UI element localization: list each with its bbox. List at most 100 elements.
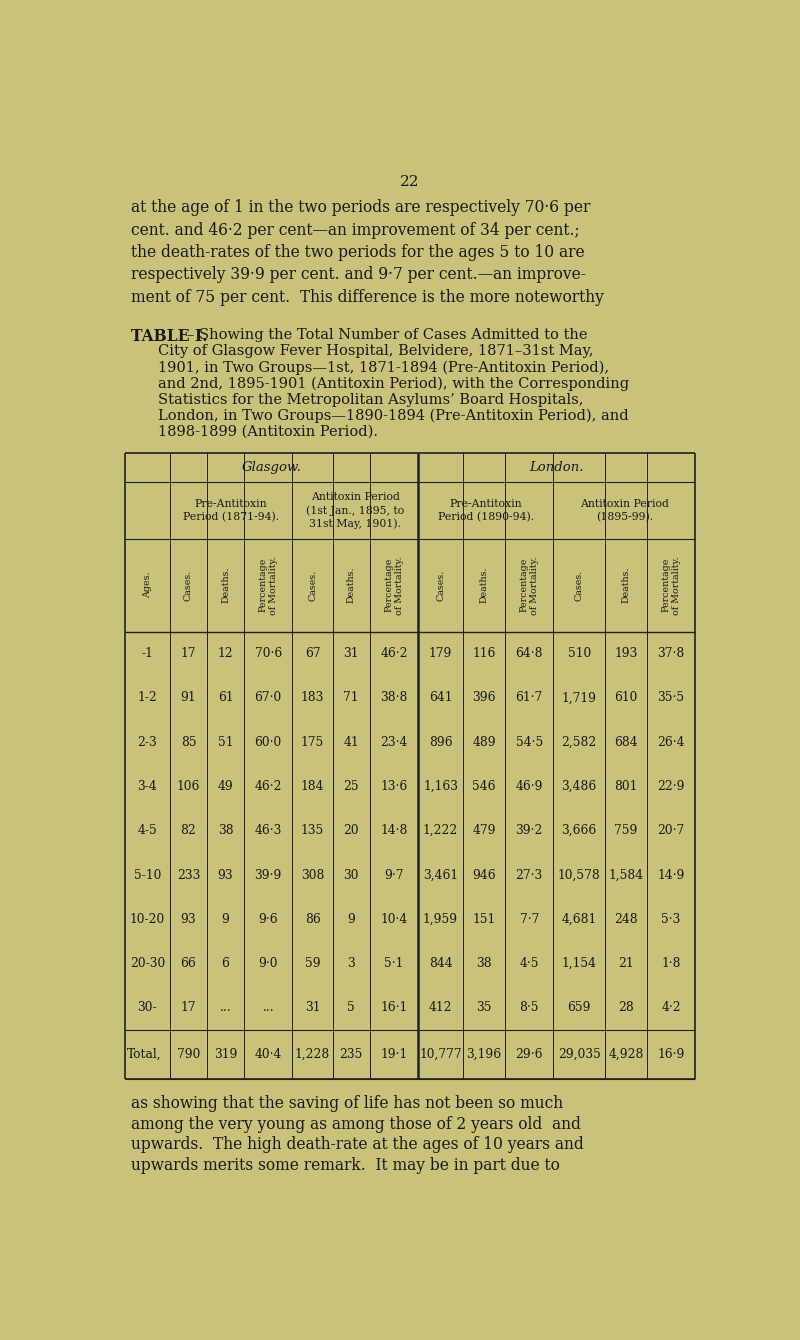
Text: 30-: 30- — [138, 1001, 157, 1014]
Text: 39·2: 39·2 — [515, 824, 543, 838]
Text: 30: 30 — [343, 868, 359, 882]
Text: 10-20: 10-20 — [130, 913, 165, 926]
Text: 151: 151 — [473, 913, 496, 926]
Text: 1,228: 1,228 — [295, 1048, 330, 1061]
Text: 116: 116 — [473, 647, 496, 661]
Text: Total,: Total, — [127, 1048, 162, 1061]
Text: Cases.: Cases. — [436, 570, 445, 600]
Text: 46·3: 46·3 — [254, 824, 282, 838]
Text: 1·8: 1·8 — [662, 957, 681, 970]
Text: 16·1: 16·1 — [380, 1001, 407, 1014]
Text: 29,035: 29,035 — [558, 1048, 601, 1061]
Text: 1,222: 1,222 — [423, 824, 458, 838]
Text: 60·0: 60·0 — [254, 736, 282, 749]
Text: 61: 61 — [218, 691, 234, 705]
Text: TABLE I.: TABLE I. — [131, 328, 208, 344]
Text: 1,959: 1,959 — [423, 913, 458, 926]
Text: 1901, in Two Groups—1st, 1871-1894 (Pre-Antitoxin Period),: 1901, in Two Groups—1st, 1871-1894 (Pre-… — [158, 360, 610, 375]
Text: 233: 233 — [177, 868, 200, 882]
Text: 684: 684 — [614, 736, 638, 749]
Text: 1,154: 1,154 — [562, 957, 597, 970]
Text: 26·4: 26·4 — [658, 736, 685, 749]
Text: 510: 510 — [567, 647, 591, 661]
Text: 71: 71 — [343, 691, 359, 705]
Text: 5·1: 5·1 — [384, 957, 403, 970]
Text: 51: 51 — [218, 736, 234, 749]
Text: 10,578: 10,578 — [558, 868, 601, 882]
Text: 759: 759 — [614, 824, 638, 838]
Text: 4-5: 4-5 — [138, 824, 158, 838]
Text: 59: 59 — [305, 957, 320, 970]
Text: Deaths.: Deaths. — [480, 567, 489, 603]
Text: 14·9: 14·9 — [658, 868, 685, 882]
Text: 801: 801 — [614, 780, 638, 793]
Text: 46·2: 46·2 — [254, 780, 282, 793]
Text: 5: 5 — [347, 1001, 355, 1014]
Text: 946: 946 — [472, 868, 496, 882]
Text: Deaths.: Deaths. — [622, 567, 630, 603]
Text: among the very young as among those of 2 years old  and: among the very young as among those of 2… — [131, 1116, 581, 1132]
Text: Statistics for the Metropolitan Asylums’ Board Hospitals,: Statistics for the Metropolitan Asylums’… — [158, 393, 584, 406]
Text: 9·6: 9·6 — [258, 913, 278, 926]
Text: 82: 82 — [181, 824, 196, 838]
Text: as showing that the saving of life has not been so much: as showing that the saving of life has n… — [131, 1095, 563, 1112]
Text: the death-rates of the two periods for the ages 5 to 10 are: the death-rates of the two periods for t… — [131, 244, 585, 261]
Text: 135: 135 — [301, 824, 324, 838]
Text: 10·4: 10·4 — [380, 913, 407, 926]
Text: 16·9: 16·9 — [658, 1048, 685, 1061]
Text: 66: 66 — [181, 957, 196, 970]
Text: Percentage
of Mortality.: Percentage of Mortality. — [662, 556, 681, 615]
Text: Cases.: Cases. — [308, 570, 317, 600]
Text: Deaths.: Deaths. — [346, 567, 356, 603]
Text: 4,928: 4,928 — [608, 1048, 644, 1061]
Text: at the age of 1 in the two periods are respectively 70·6 per: at the age of 1 in the two periods are r… — [131, 200, 590, 216]
Text: -1: -1 — [142, 647, 154, 661]
Text: 20: 20 — [343, 824, 359, 838]
Text: 396: 396 — [472, 691, 496, 705]
Text: 489: 489 — [472, 736, 496, 749]
Text: 64·8: 64·8 — [515, 647, 543, 661]
Text: 12: 12 — [218, 647, 234, 661]
Text: 2,582: 2,582 — [562, 736, 597, 749]
Text: 46·2: 46·2 — [380, 647, 408, 661]
Text: 35: 35 — [476, 1001, 492, 1014]
Text: 1898-1899 (Antitoxin Period).: 1898-1899 (Antitoxin Period). — [158, 425, 378, 440]
Text: 184: 184 — [301, 780, 324, 793]
Text: Pre-Antitoxin
Period (1871-94).: Pre-Antitoxin Period (1871-94). — [183, 498, 279, 523]
Text: 9: 9 — [222, 913, 230, 926]
Text: upwards.  The high death-rate at the ages of 10 years and: upwards. The high death-rate at the ages… — [131, 1136, 584, 1154]
Text: 1,584: 1,584 — [608, 868, 643, 882]
Text: 70·6: 70·6 — [254, 647, 282, 661]
Text: respectively 39·9 per cent. and 9·7 per cent.—an improve-: respectively 39·9 per cent. and 9·7 per … — [131, 267, 586, 283]
Text: Antitoxin Period
(1st Jan., 1895, to
31st May, 1901).: Antitoxin Period (1st Jan., 1895, to 31s… — [306, 492, 404, 529]
Text: Percentage
of Mortality.: Percentage of Mortality. — [384, 556, 403, 615]
Text: 3,486: 3,486 — [562, 780, 597, 793]
Text: 93: 93 — [218, 868, 234, 882]
Text: 20·7: 20·7 — [658, 824, 685, 838]
Text: 40·4: 40·4 — [254, 1048, 282, 1061]
Text: 6: 6 — [222, 957, 230, 970]
Text: 14·8: 14·8 — [380, 824, 407, 838]
Text: 9·0: 9·0 — [258, 957, 278, 970]
Text: Deaths.: Deaths. — [221, 567, 230, 603]
Text: 4·5: 4·5 — [519, 957, 539, 970]
Text: London, in Two Groups—1890-1894 (Pre-Antitoxin Period), and: London, in Two Groups—1890-1894 (Pre-Ant… — [158, 409, 629, 423]
Text: 31: 31 — [305, 1001, 320, 1014]
Text: cent. and 46·2 per cent—an improvement of 34 per cent.;: cent. and 46·2 per cent—an improvement o… — [131, 221, 580, 239]
Text: Pre-Antitoxin
Period (1890-94).: Pre-Antitoxin Period (1890-94). — [438, 498, 534, 523]
Text: 3,196: 3,196 — [466, 1048, 502, 1061]
Text: 86: 86 — [305, 913, 320, 926]
Text: 93: 93 — [181, 913, 196, 926]
Text: 17: 17 — [181, 647, 196, 661]
Text: 641: 641 — [429, 691, 452, 705]
Text: Cases.: Cases. — [184, 570, 193, 600]
Text: 25: 25 — [343, 780, 359, 793]
Text: 248: 248 — [614, 913, 638, 926]
Text: 20-30: 20-30 — [130, 957, 165, 970]
Text: Ages.: Ages. — [143, 572, 152, 599]
Text: – Showing the Total Number of Cases Admitted to the: – Showing the Total Number of Cases Admi… — [187, 328, 587, 342]
Text: 13·6: 13·6 — [380, 780, 407, 793]
Text: 67: 67 — [305, 647, 320, 661]
Text: 67·0: 67·0 — [254, 691, 282, 705]
Text: ...: ... — [220, 1001, 231, 1014]
